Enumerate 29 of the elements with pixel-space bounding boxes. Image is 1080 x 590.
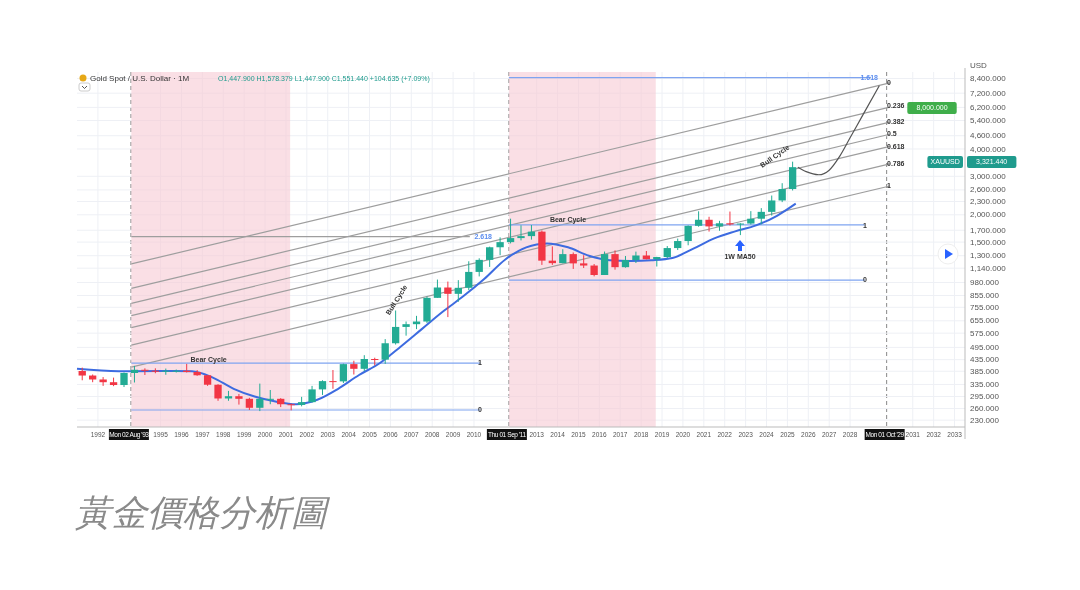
chart-title: Gold Spot / U.S. Dollar · 1M	[90, 74, 190, 83]
y-tick-label: 7,200.000	[970, 88, 1007, 98]
y-tick-label: 385.000	[970, 366, 1000, 376]
y-tick-label: 3,000.000	[970, 171, 1007, 181]
y-tick-label: 495.000	[970, 342, 1000, 352]
y-tick-label: 8,400.000	[970, 74, 1007, 84]
y-tick-label: 5,400.000	[970, 116, 1007, 126]
y-tick-label: 435.000	[970, 355, 1000, 365]
y-tick-label: 2,000.000	[970, 210, 1007, 220]
y-tick-label: 1,140.000	[970, 263, 1007, 273]
y-tick-label: 1,500.000	[970, 237, 1007, 247]
y-tick-label: 260.000	[970, 404, 1000, 414]
y-tick-label: 2,300.000	[970, 197, 1007, 207]
y-tick-label: 6,200.000	[970, 102, 1007, 112]
y-tick-label: 230.000	[970, 415, 1000, 425]
y-tick-label: 755.000	[970, 302, 1000, 312]
y-tick-label: 855.000	[970, 291, 1000, 301]
y-axis-title: USD	[970, 61, 988, 70]
y-tick-label: 335.000	[970, 380, 1000, 390]
y-tick-label: 4,600.000	[970, 131, 1007, 141]
y-tick-label: 980.000	[970, 278, 1000, 288]
y-tick-label: 4,000.000	[970, 144, 1007, 154]
y-tick-label: 1,300.000	[970, 251, 1007, 261]
y-tick-label: 295.000	[970, 392, 1000, 402]
y-tick-label: 575.000	[970, 328, 1000, 338]
text: 黃金價格分析圖	[75, 492, 331, 533]
y-tick-label: 655.000	[970, 316, 1000, 326]
y-tick-label: 1,700.000	[970, 225, 1007, 235]
y-tick-label: 2,600.000	[970, 185, 1007, 195]
